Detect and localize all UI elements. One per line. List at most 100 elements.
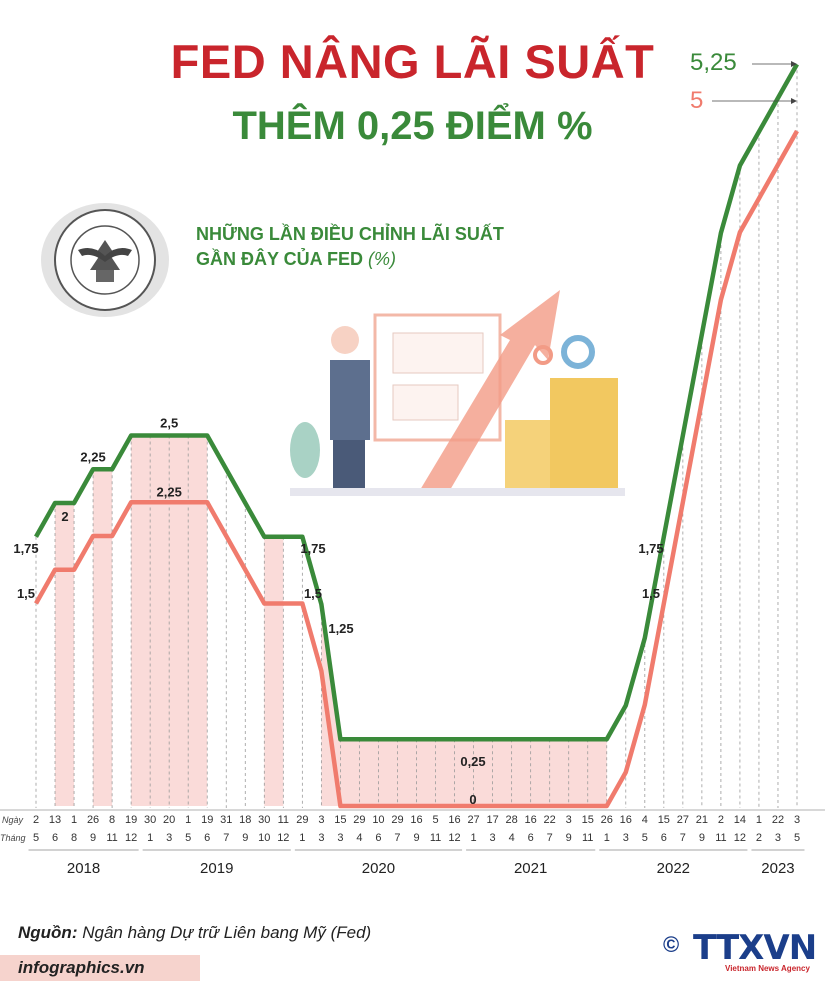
- end-arrowhead-lower: [791, 98, 797, 104]
- day-tick-20: 16: [410, 814, 422, 826]
- month-tick-0: 5: [33, 832, 39, 844]
- data-label-5: 2,25: [157, 484, 182, 499]
- gear-large-icon: [561, 335, 595, 369]
- month-tick-9: 6: [204, 832, 210, 844]
- month-tick-17: 4: [356, 832, 362, 844]
- month-tick-23: 1: [471, 832, 477, 844]
- month-tick-12: 10: [258, 832, 270, 844]
- rate-band-0: [55, 503, 75, 806]
- day-tick-39: 22: [772, 814, 784, 826]
- month-tick-29: 11: [582, 832, 593, 844]
- day-tick-32: 4: [642, 814, 648, 826]
- subtitle-line1: NHỮNG LẦN ĐIỀU CHỈNH LÃI SUẤT: [196, 224, 504, 244]
- day-tick-0: 2: [33, 814, 39, 826]
- data-label-0: 1,75: [13, 541, 38, 556]
- day-tick-35: 21: [696, 814, 708, 826]
- day-tick-23: 27: [467, 814, 479, 826]
- day-tick-36: 2: [718, 814, 724, 826]
- month-tick-30: 1: [604, 832, 610, 844]
- footer-bar: [0, 955, 200, 981]
- day-row-label: Ngày: [2, 815, 24, 825]
- end-arrowhead-upper: [791, 61, 797, 67]
- month-tick-7: 3: [166, 832, 172, 844]
- month-tick-26: 6: [528, 832, 534, 844]
- ttxvn-logo: © TTXVN Vietnam News Agency: [663, 928, 817, 973]
- data-label-4: 2,5: [160, 416, 178, 431]
- illustration-floor: [290, 488, 625, 496]
- data-label-2: 2: [61, 509, 68, 524]
- month-tick-35: 9: [699, 832, 705, 844]
- year-label-1: 2019: [200, 860, 233, 877]
- day-tick-19: 29: [391, 814, 403, 826]
- upper-rate-line: [34, 63, 799, 742]
- month-tick-11: 9: [242, 832, 248, 844]
- day-tick-10: 31: [220, 814, 232, 826]
- day-tick-38: 1: [756, 814, 762, 826]
- day-tick-17: 29: [353, 814, 365, 826]
- plant-icon: [290, 422, 320, 478]
- month-tick-4: 11: [106, 832, 117, 844]
- day-tick-21: 5: [432, 814, 438, 826]
- day-tick-12: 30: [258, 814, 270, 826]
- subtitle-line2: GẦN ĐÂY CỦA FED: [196, 249, 364, 269]
- month-tick-20: 9: [413, 832, 419, 844]
- month-tick-13: 12: [277, 832, 289, 844]
- year-label-2: 2020: [362, 860, 395, 877]
- month-tick-37: 12: [734, 832, 746, 844]
- month-tick-22: 12: [448, 832, 460, 844]
- data-label-9: 0,25: [460, 754, 485, 769]
- person-legs: [333, 440, 365, 490]
- month-tick-21: 11: [430, 832, 441, 844]
- month-tick-19: 7: [394, 832, 400, 844]
- day-tick-3: 26: [87, 814, 99, 826]
- easel-chart-bottom: [392, 384, 459, 421]
- month-tick-14: 1: [299, 832, 305, 844]
- month-tick-28: 9: [566, 832, 572, 844]
- day-tick-29: 15: [582, 814, 594, 826]
- month-tick-33: 6: [661, 832, 667, 844]
- easel-chart-top: [392, 332, 484, 374]
- data-label-8: 1,25: [328, 621, 353, 636]
- day-tick-22: 16: [448, 814, 460, 826]
- source-text: Ngân hàng Dự trữ Liên bang Mỹ (Fed): [82, 923, 372, 942]
- day-tick-18: 10: [372, 814, 384, 826]
- month-tick-15: 3: [318, 832, 324, 844]
- month-tick-2: 8: [71, 832, 77, 844]
- month-tick-18: 6: [375, 832, 381, 844]
- day-tick-11: 18: [239, 814, 251, 826]
- growth-arrow-icon: [420, 290, 560, 490]
- month-tick-34: 7: [680, 832, 686, 844]
- coin-stack-right-icon: [550, 378, 618, 490]
- day-tick-40: 3: [794, 814, 800, 826]
- data-label-13: 5,25: [690, 49, 737, 76]
- logo-name: TTXVN: [693, 928, 817, 968]
- day-tick-31: 16: [620, 814, 632, 826]
- month-tick-36: 11: [715, 832, 726, 844]
- day-tick-4: 8: [109, 814, 115, 826]
- month-tick-40: 5: [794, 832, 800, 844]
- subtitle-unit: (%): [368, 249, 397, 269]
- year-label-0: 2018: [67, 860, 100, 877]
- day-tick-7: 20: [163, 814, 175, 826]
- copyright-icon: ©: [663, 932, 680, 957]
- day-tick-13: 11: [278, 814, 289, 826]
- data-label-1: 1,5: [17, 586, 35, 601]
- day-tick-30: 26: [601, 814, 613, 826]
- month-tick-25: 4: [509, 832, 515, 844]
- data-label-6: 1,75: [300, 541, 325, 556]
- month-tick-6: 1: [147, 832, 153, 844]
- day-tick-28: 3: [566, 814, 572, 826]
- person-body: [330, 360, 370, 440]
- data-label-3: 2,25: [80, 449, 105, 464]
- month-tick-10: 7: [223, 832, 229, 844]
- month-tick-24: 3: [490, 832, 496, 844]
- gear-small-icon: [533, 345, 553, 365]
- rate-band-3: [264, 536, 284, 806]
- day-tick-24: 17: [486, 814, 498, 826]
- source-note: Nguồn: Ngân hàng Dự trữ Liên bang Mỹ (Fe…: [18, 923, 371, 943]
- day-tick-6: 30: [144, 814, 156, 826]
- year-label-5: 2023: [761, 860, 794, 877]
- day-tick-1: 13: [49, 814, 61, 826]
- month-tick-27: 7: [547, 832, 553, 844]
- month-tick-8: 5: [185, 832, 191, 844]
